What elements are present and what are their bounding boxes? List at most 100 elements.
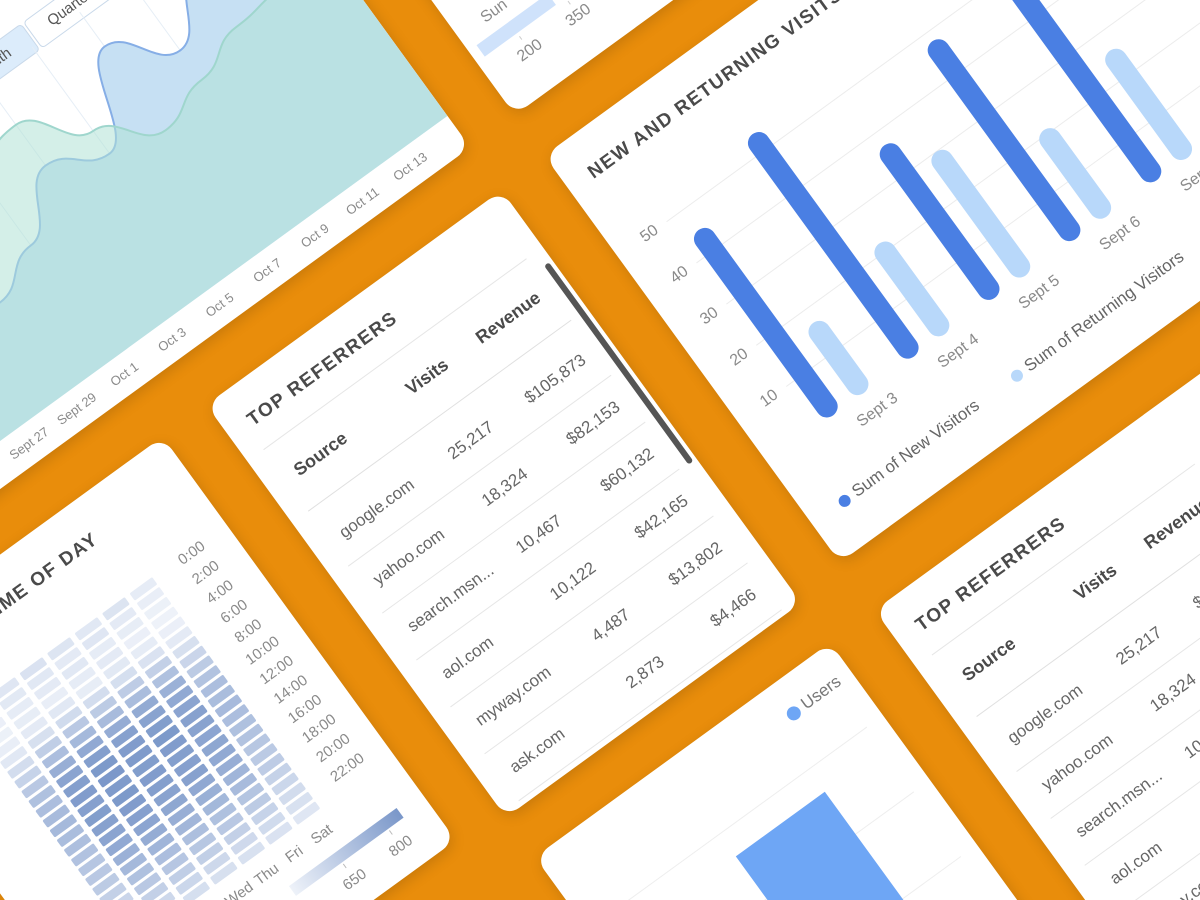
y-tick-label: 40: [667, 263, 691, 287]
table-cell: 10,467: [1180, 716, 1200, 762]
heat-cell: [196, 842, 224, 865]
heat-cell: [75, 617, 102, 641]
heat-cell: [50, 814, 77, 838]
legend-label: Sum of Returning Visitors: [1021, 247, 1188, 375]
heat-cell: [78, 853, 106, 877]
heat-cell: [180, 704, 208, 728]
heat-cell: [160, 734, 187, 758]
heat-cell: [54, 647, 82, 670]
x-tick-label: Oct 9: [298, 220, 332, 250]
bar: [879, 143, 1000, 300]
table-cell: 4,487: [588, 605, 634, 645]
heat-cell: [223, 822, 251, 845]
color-tick: [342, 863, 347, 869]
heat-cell: [202, 793, 230, 816]
bar: [747, 132, 919, 359]
heat-cell: [222, 704, 249, 727]
table-cell: aol.com: [438, 632, 497, 682]
heat-cell: [106, 892, 134, 900]
table-cell: 25,217: [1112, 623, 1165, 669]
new-returning-card: NEW AND RETURNING VISITS 10 20 30 40 50 Sept 3…: [544, 0, 1200, 563]
grid-line: [785, 39, 1200, 387]
heat-cell: [216, 812, 244, 836]
heat-cell: [103, 656, 131, 680]
heat-cell: [168, 862, 196, 885]
column-header: Source: [290, 428, 351, 480]
heat-cell: [68, 666, 96, 690]
heat-cell: [0, 677, 20, 701]
heat-cell: [139, 764, 167, 787]
top-referrers-card: TOP REFERRERS Source Visits Revenue google.c…: [206, 190, 802, 818]
heat-cell: [148, 892, 176, 900]
heat-cell: [165, 626, 193, 649]
legend-dot: [786, 706, 801, 721]
heat-cell: [97, 764, 125, 788]
row-separator: [347, 374, 612, 567]
day-label: Fri: [282, 842, 306, 866]
scrollbar[interactable]: [544, 262, 693, 465]
heat-cell: [152, 665, 179, 689]
heat-cell: [110, 666, 138, 689]
row-separator: [976, 525, 1200, 717]
table-cell: google.com: [1004, 680, 1086, 747]
heat-cell: [83, 745, 111, 768]
heat-cell: [187, 714, 215, 738]
bar: [808, 320, 869, 396]
color-tick: [388, 830, 393, 835]
grid-line: [726, 0, 1200, 305]
legend-label: Users: [797, 672, 844, 713]
grid-line: [603, 726, 868, 900]
heat-cell: [55, 706, 83, 729]
table-cell: $42,165: [631, 491, 692, 542]
row-separator: [1118, 720, 1200, 900]
card-title: TIME OF DAY: [0, 529, 102, 627]
heat-cell: [77, 794, 105, 818]
heat-cell: [134, 872, 161, 896]
heat-cell: [200, 675, 228, 698]
table-cell: myway.com: [472, 662, 555, 729]
heat-cell: [6, 697, 34, 720]
heat-cell: [35, 795, 63, 818]
heat-cell: [132, 754, 160, 778]
day-label: Wed: [222, 878, 257, 900]
heat-cell: [34, 677, 61, 700]
bar: [874, 241, 950, 337]
heat-cell: [188, 773, 216, 797]
heat-cell: [237, 841, 265, 865]
heat-cell: [56, 765, 84, 788]
column-header: Visits: [402, 354, 452, 398]
x-tick-label: Sept 5: [1016, 272, 1064, 313]
heat-cell: [137, 587, 164, 610]
heat-cell: [175, 872, 203, 895]
x-tick-label: Sept 6: [1096, 213, 1144, 254]
heat-cell: [203, 852, 231, 875]
heat-cell: [27, 667, 54, 690]
heat-cell: [20, 716, 48, 740]
heat-cell: [152, 724, 180, 748]
heat-cell: [105, 833, 133, 857]
heat-cell: [14, 765, 42, 789]
tab[interactable]: [0, 24, 40, 104]
heat-cell: [173, 695, 201, 718]
heat-cell: [209, 802, 237, 826]
heat-cell: [112, 784, 139, 807]
bar: [927, 39, 1081, 242]
bar: [1105, 48, 1193, 160]
heat-cell: [76, 735, 104, 759]
color-tick-label: 800: [386, 832, 416, 860]
heat-cell: [151, 606, 179, 630]
column-header: Source: [958, 633, 1019, 685]
table-cell: search.msn...: [404, 560, 498, 635]
bar: [476, 0, 556, 57]
heat-cell: [179, 645, 207, 669]
heat-cell: [75, 676, 103, 700]
card-title: TOP REFERRERS: [912, 513, 1070, 636]
x-tick: [519, 36, 523, 40]
tab[interactable]: [23, 0, 116, 48]
users-card-svg: Users: [603, 672, 980, 900]
heat-cell: [140, 823, 168, 846]
heat-cell: [265, 821, 293, 845]
heat-cell: [153, 783, 181, 807]
